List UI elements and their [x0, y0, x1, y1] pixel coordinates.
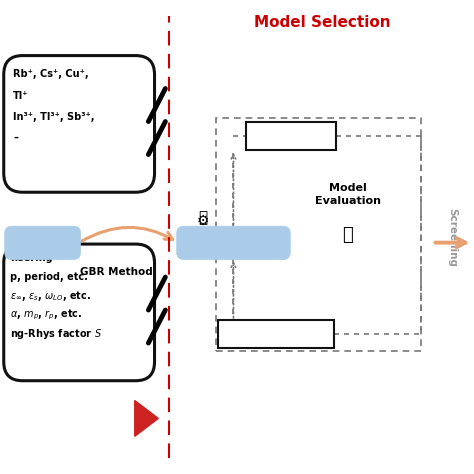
Text: GBR Method: GBR Method — [81, 267, 153, 277]
Text: Model
Evaluation: Model Evaluation — [315, 183, 381, 206]
FancyBboxPatch shape — [218, 320, 334, 348]
Bar — [216, 118, 421, 351]
FancyBboxPatch shape — [246, 122, 336, 150]
FancyBboxPatch shape — [4, 244, 155, 381]
Text: 🤖: 🤖 — [198, 210, 207, 226]
Text: RMSE: RMSE — [269, 129, 313, 143]
Text: –: – — [13, 133, 18, 143]
Text: Rb⁺, Cs⁺, Cu⁺,: Rb⁺, Cs⁺, Cu⁺, — [13, 69, 89, 80]
Text: p, period, etc.: p, period, etc. — [10, 272, 88, 282]
Text: Screening: Screening — [447, 208, 457, 266]
Text: Tl⁺: Tl⁺ — [13, 91, 28, 100]
Text: $\alpha$, $m_p$, $r_p$, etc.: $\alpha$, $m_p$, $r_p$, etc. — [10, 308, 82, 322]
FancyBboxPatch shape — [5, 226, 81, 260]
Text: $\varepsilon_\infty$, $\varepsilon_s$, $\omega_{LO}$, etc.: $\varepsilon_\infty$, $\varepsilon_s$, $… — [10, 289, 91, 303]
Text: Dataset: Dataset — [20, 237, 66, 247]
Polygon shape — [135, 401, 158, 437]
Text: 📋: 📋 — [342, 226, 353, 244]
Text: In³⁺, Tl³⁺, Sb³⁺,: In³⁺, Tl³⁺, Sb³⁺, — [13, 112, 95, 122]
Text: Passing Rate: Passing Rate — [233, 328, 319, 341]
Text: Model Selection: Model Selection — [254, 15, 390, 30]
Text: neering: neering — [10, 253, 53, 263]
FancyBboxPatch shape — [4, 55, 155, 192]
Text: ng-Rhys factor $S$: ng-Rhys factor $S$ — [10, 327, 102, 341]
Text: ⚙: ⚙ — [196, 213, 209, 228]
Text: ML Training: ML Training — [195, 236, 272, 249]
FancyBboxPatch shape — [177, 226, 290, 260]
